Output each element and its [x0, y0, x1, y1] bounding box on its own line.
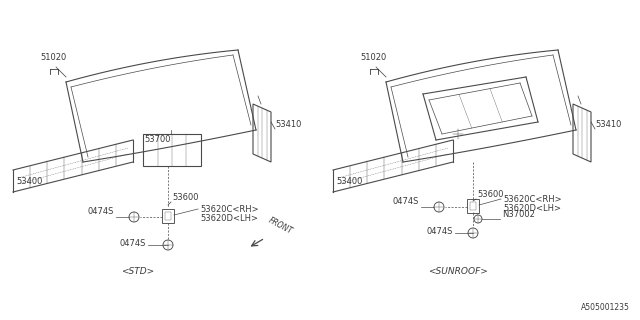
Text: 0474S: 0474S	[88, 207, 114, 216]
Text: <STD>: <STD>	[122, 267, 155, 276]
Text: <SUNROOF>: <SUNROOF>	[428, 267, 488, 276]
Bar	[165, 212, 171, 220]
Text: 53620C<RH>: 53620C<RH>	[503, 195, 562, 204]
Text: 0474S: 0474S	[120, 239, 146, 248]
Text: A505001235: A505001235	[581, 303, 630, 312]
Text: 0474S: 0474S	[392, 197, 419, 206]
Text: 53600: 53600	[477, 190, 504, 199]
Text: 53620D<LH>: 53620D<LH>	[503, 204, 561, 213]
Text: 53410: 53410	[595, 120, 621, 129]
Text: 53400: 53400	[336, 177, 362, 186]
Text: 51020: 51020	[360, 53, 387, 62]
Bar	[470, 202, 476, 210]
Text: 53410: 53410	[275, 120, 301, 129]
Text: 53620C<RH>: 53620C<RH>	[200, 205, 259, 214]
Text: 53620D<LH>: 53620D<LH>	[200, 214, 258, 223]
Bar	[143, 134, 201, 166]
Bar	[162, 209, 174, 223]
Text: 53400: 53400	[16, 177, 42, 186]
Text: FRONT: FRONT	[267, 216, 294, 236]
Text: 51020: 51020	[40, 53, 67, 62]
Bar	[467, 199, 479, 213]
Text: 0474S: 0474S	[427, 227, 453, 236]
Text: 53700: 53700	[144, 135, 170, 144]
Text: N37002: N37002	[502, 210, 535, 219]
Text: 53600: 53600	[172, 193, 198, 202]
